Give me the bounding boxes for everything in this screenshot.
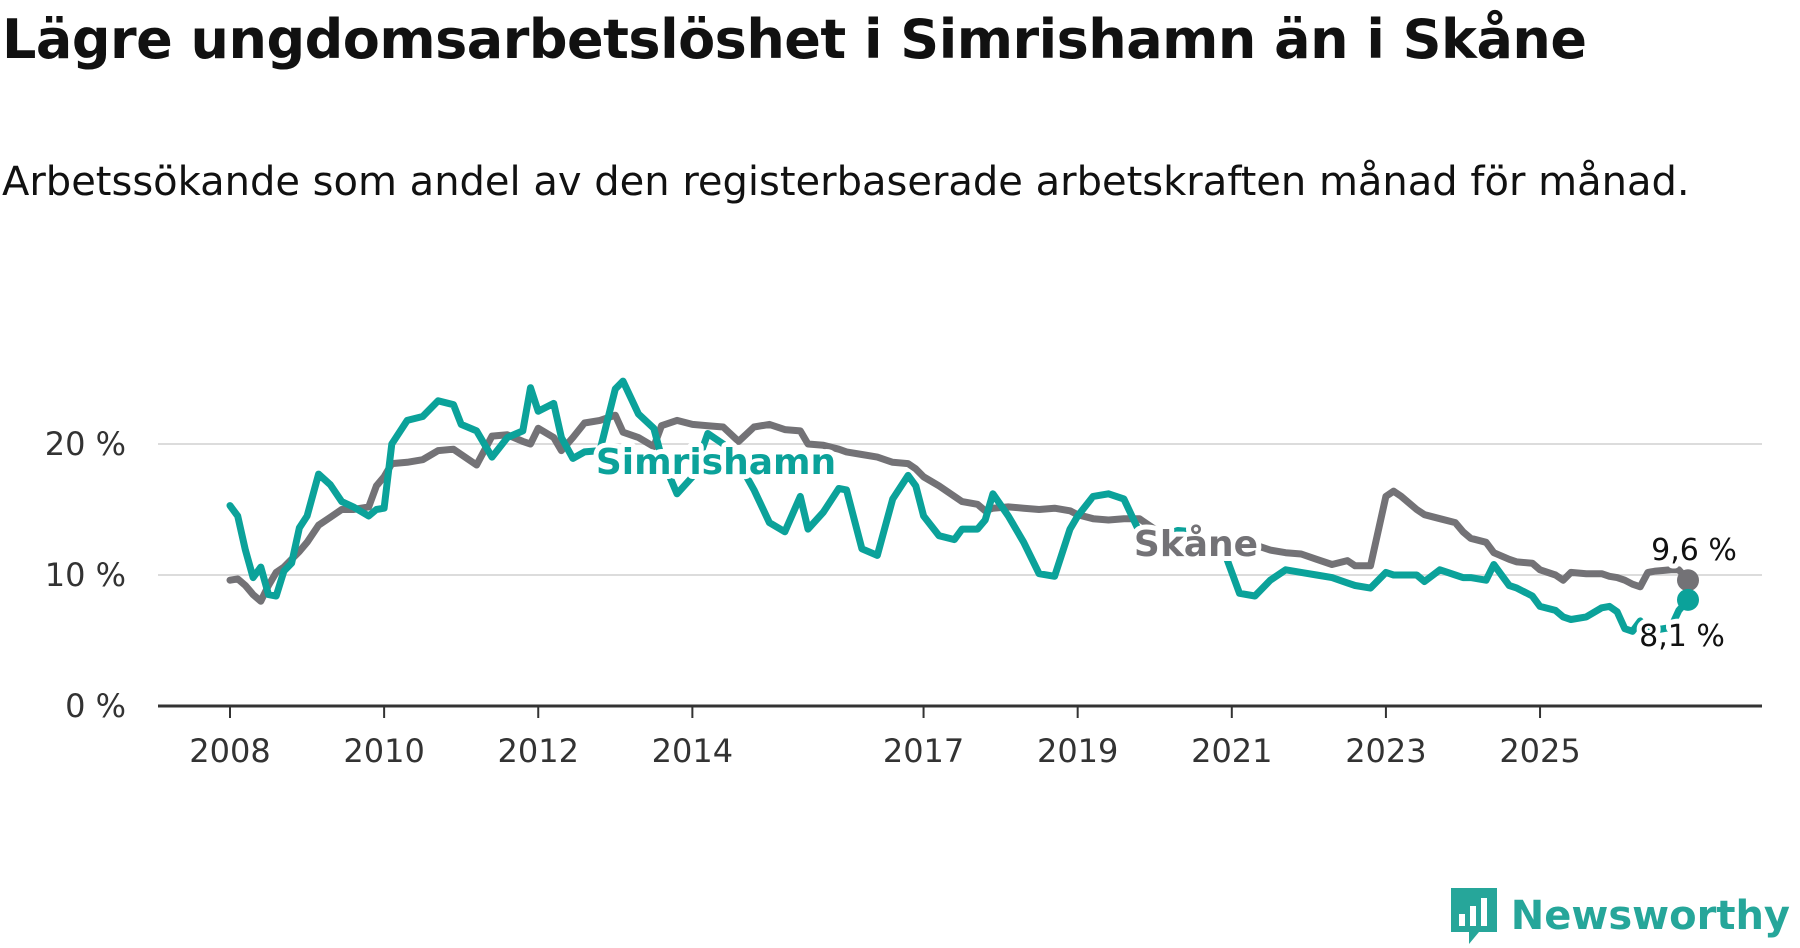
y-tick-label: 20 % bbox=[45, 425, 126, 463]
x-axis: 2008 2010 2012 2014 2017 2019 2021 2023 2025 bbox=[158, 704, 1762, 770]
x-tick-label: 2010 bbox=[343, 732, 424, 770]
series-label-simrishamn-halo: Simrishamn bbox=[596, 442, 836, 483]
series-line-skane bbox=[226, 411, 1692, 605]
series-endpoint-simrishamn bbox=[1677, 588, 1699, 611]
series-label-skane: Skåne bbox=[1134, 524, 1258, 565]
x-tick-label: 2008 bbox=[189, 732, 270, 770]
chart-title: Lägre ungdomsarbetslöshet i Simrishamn ä… bbox=[2, 8, 1587, 71]
end-label-simrishamn: 8,1 % bbox=[1639, 619, 1725, 654]
series-endpoint-skane bbox=[1677, 569, 1699, 592]
chart-subtitle: Arbetssökande som andel av den registerb… bbox=[2, 159, 1690, 205]
x-tick-label: 2023 bbox=[1345, 732, 1426, 770]
x-tick-label: 2017 bbox=[883, 732, 964, 770]
x-tick-label: 2014 bbox=[652, 732, 733, 770]
series-lines bbox=[226, 377, 1699, 637]
series-label-simrishamn: Simrishamn bbox=[596, 442, 836, 483]
end-label-skane: 9,6 % bbox=[1651, 533, 1737, 568]
gridlines bbox=[158, 443, 1762, 576]
x-tick-label: 2021 bbox=[1191, 732, 1272, 770]
y-tick-label: 0 % bbox=[65, 687, 126, 725]
end-label-skane-halo: 9,6 % bbox=[1651, 533, 1737, 568]
series-label-skane-halo: Skåne bbox=[1134, 524, 1258, 565]
end-label-simrishamn-halo: 8,1 % bbox=[1639, 619, 1725, 654]
x-tick-label: 2025 bbox=[1499, 732, 1580, 770]
y-tick-label: 10 % bbox=[45, 556, 126, 594]
series-line-simrishamn bbox=[226, 377, 1692, 637]
newsworthy-brand: Newsworthy bbox=[1449, 886, 1790, 946]
newsworthy-logo-icon bbox=[1450, 888, 1497, 944]
brand-name: Newsworthy bbox=[1510, 893, 1790, 939]
y-axis-tick-labels: 0 % 10 % 20 % bbox=[45, 425, 126, 725]
x-tick-label: 2012 bbox=[498, 732, 579, 770]
x-tick-label: 2019 bbox=[1037, 732, 1118, 770]
